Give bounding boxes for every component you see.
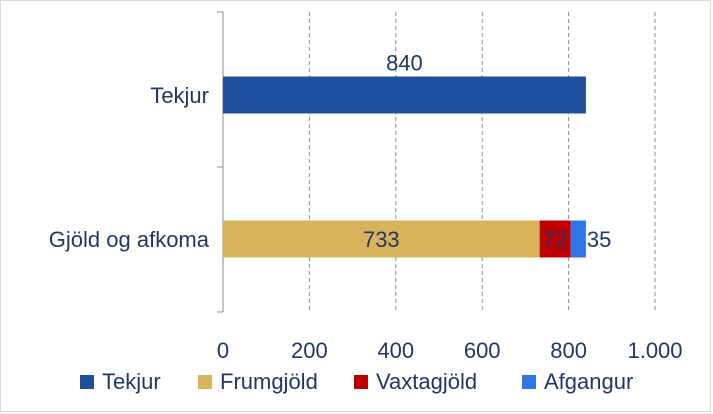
data-label: 733 — [363, 227, 400, 252]
legend-item: Tekjur — [80, 369, 161, 394]
data-label: 35 — [587, 227, 611, 252]
bar-segment — [223, 220, 540, 258]
data-label: 72 — [543, 227, 567, 252]
x-tick-label: 800 — [550, 338, 587, 363]
bar-segment — [570, 220, 586, 258]
legend-item: Frumgjöld — [198, 369, 318, 394]
legend-label: Frumgjöld — [220, 369, 318, 394]
legend-swatch — [522, 375, 536, 389]
legend-swatch — [80, 375, 94, 389]
legend-swatch — [354, 375, 368, 389]
bar-segment — [539, 220, 571, 258]
x-tick-label: 600 — [464, 338, 501, 363]
legend-item: Vaxtagjöld — [354, 369, 477, 394]
x-tick-label: 400 — [377, 338, 414, 363]
legend-label: Afgangur — [544, 369, 633, 394]
legend-label: Tekjur — [102, 369, 161, 394]
bar-segment — [223, 76, 586, 114]
legend-swatch — [198, 375, 212, 389]
data-label: 840 — [386, 51, 423, 76]
legend-item: Afgangur — [522, 369, 633, 394]
category-label: Tekjur — [150, 83, 209, 108]
x-tick-label: 0 — [217, 338, 229, 363]
legend-label: Vaxtagjöld — [376, 369, 477, 394]
category-label: Gjöld og afkoma — [49, 227, 210, 252]
x-tick-label: 1.000 — [627, 338, 682, 363]
x-tick-label: 200 — [291, 338, 328, 363]
